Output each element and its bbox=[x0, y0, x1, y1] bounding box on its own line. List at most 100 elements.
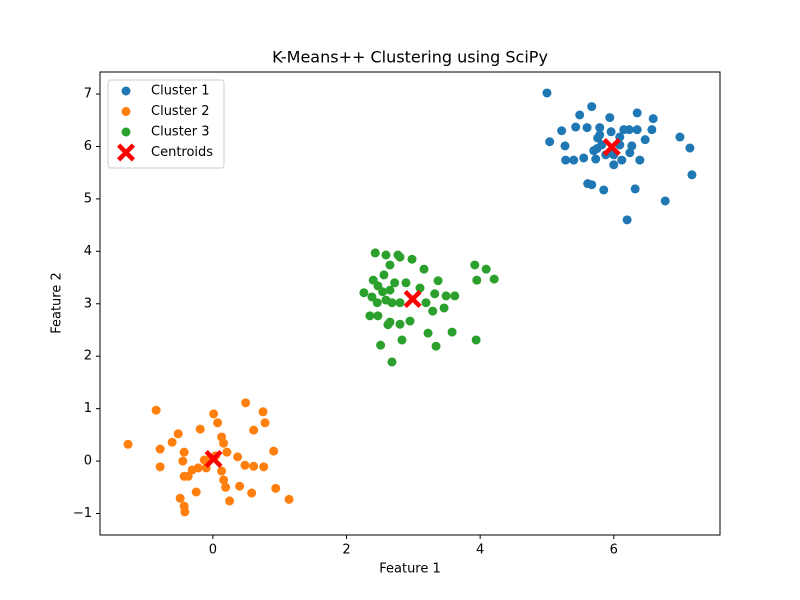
point bbox=[571, 122, 581, 132]
point bbox=[221, 482, 231, 492]
legend-marker bbox=[121, 86, 131, 96]
point bbox=[209, 409, 219, 419]
point bbox=[372, 298, 382, 308]
point bbox=[441, 291, 451, 301]
point bbox=[433, 276, 443, 286]
point bbox=[401, 278, 411, 288]
point bbox=[367, 292, 377, 302]
point bbox=[387, 298, 397, 308]
point bbox=[183, 471, 193, 481]
point bbox=[249, 461, 259, 471]
point bbox=[470, 260, 480, 270]
point bbox=[545, 137, 555, 147]
point bbox=[587, 102, 597, 112]
point bbox=[591, 154, 601, 164]
point bbox=[155, 444, 165, 454]
point bbox=[471, 335, 481, 345]
point bbox=[219, 438, 229, 448]
point bbox=[431, 341, 441, 351]
legend-label: Cluster 2 bbox=[151, 104, 210, 119]
point bbox=[569, 155, 579, 165]
point bbox=[222, 447, 232, 457]
point bbox=[561, 155, 571, 165]
point bbox=[627, 141, 637, 151]
point bbox=[173, 429, 183, 439]
point bbox=[213, 418, 223, 428]
point bbox=[423, 328, 433, 338]
point bbox=[617, 155, 627, 165]
point bbox=[235, 481, 245, 491]
y-tick-label: 5 bbox=[84, 191, 92, 206]
point bbox=[579, 153, 589, 163]
point bbox=[359, 288, 369, 298]
point bbox=[381, 250, 391, 260]
point bbox=[593, 133, 603, 143]
point bbox=[370, 248, 380, 258]
legend-label: Cluster 1 bbox=[151, 84, 210, 99]
point bbox=[390, 278, 400, 288]
point bbox=[167, 437, 177, 447]
y-tick-label: 7 bbox=[84, 87, 92, 102]
point bbox=[439, 303, 449, 313]
point bbox=[123, 439, 133, 449]
point bbox=[193, 463, 203, 473]
point bbox=[660, 196, 670, 206]
point bbox=[155, 462, 165, 472]
point bbox=[583, 179, 593, 189]
point bbox=[378, 287, 388, 297]
point bbox=[625, 148, 635, 158]
point bbox=[178, 456, 188, 466]
x-tick-label: 0 bbox=[209, 543, 217, 558]
point bbox=[379, 270, 389, 280]
point bbox=[685, 143, 695, 153]
point bbox=[675, 132, 685, 142]
point bbox=[269, 446, 279, 456]
point bbox=[635, 155, 645, 165]
point bbox=[241, 398, 251, 408]
point bbox=[395, 252, 405, 262]
point bbox=[606, 127, 616, 137]
point bbox=[632, 108, 642, 118]
legend-marker bbox=[117, 143, 135, 162]
y-axis-label: Feature 2 bbox=[50, 272, 65, 334]
point bbox=[219, 475, 229, 485]
centroid bbox=[204, 449, 223, 468]
y-tick-label: 6 bbox=[84, 139, 92, 154]
point bbox=[430, 289, 440, 299]
point bbox=[647, 125, 657, 135]
legend-marker bbox=[121, 107, 131, 116]
point bbox=[383, 320, 393, 330]
point bbox=[407, 254, 417, 264]
point bbox=[609, 160, 619, 170]
point bbox=[592, 144, 602, 154]
point bbox=[240, 460, 250, 470]
point bbox=[622, 215, 632, 225]
chart-title: K-Means++ Clustering using SciPy bbox=[272, 48, 548, 67]
point bbox=[395, 319, 405, 329]
point bbox=[151, 405, 161, 415]
point bbox=[489, 274, 499, 284]
point bbox=[259, 462, 269, 472]
point bbox=[233, 452, 243, 462]
point bbox=[395, 298, 405, 308]
y-tick-label: 0 bbox=[84, 454, 92, 469]
point bbox=[447, 327, 457, 337]
point bbox=[179, 447, 189, 457]
x-tick-label: 4 bbox=[476, 543, 484, 558]
point bbox=[195, 424, 205, 434]
point bbox=[365, 311, 375, 321]
point bbox=[180, 507, 190, 517]
y-tick-label: 4 bbox=[84, 244, 92, 259]
point bbox=[191, 487, 201, 497]
point bbox=[258, 407, 268, 417]
x-tick-label: 6 bbox=[610, 543, 618, 558]
point bbox=[624, 125, 634, 135]
point bbox=[376, 340, 386, 350]
point bbox=[421, 298, 431, 308]
point bbox=[260, 418, 270, 428]
point bbox=[175, 493, 185, 503]
point bbox=[405, 316, 415, 326]
point bbox=[560, 141, 570, 151]
point bbox=[415, 283, 425, 293]
